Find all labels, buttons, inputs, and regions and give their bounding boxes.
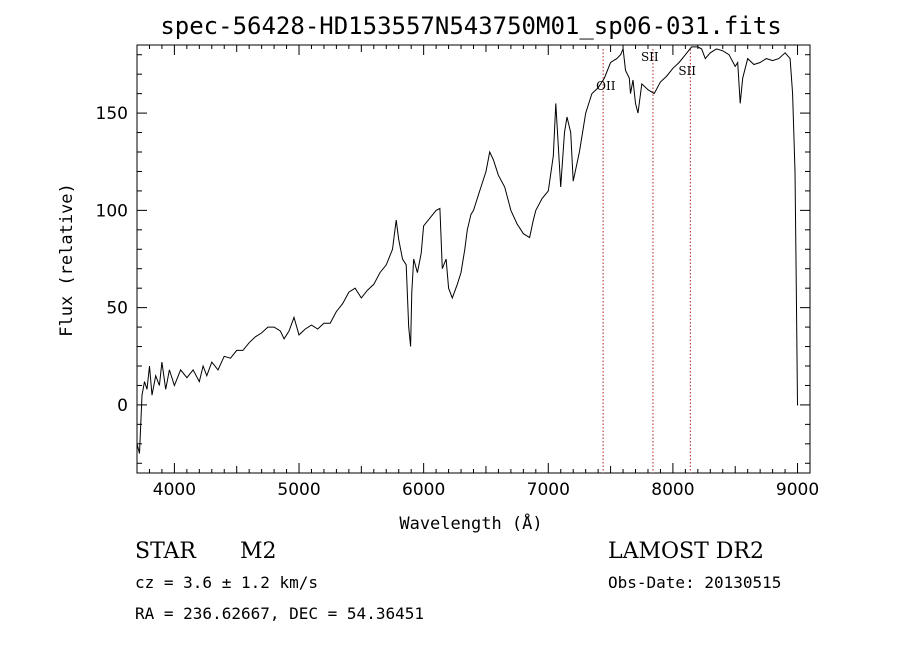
x-axis-ticks: 4000 5000 6000 7000 8000 9000 — [136, 45, 819, 500]
object-subclass: M2 — [240, 539, 277, 564]
y-tick-label: 100 — [96, 201, 128, 221]
y-axis-ticks: 0 50 100 150 — [96, 54, 810, 464]
y-axis-label: Flux (relative) — [57, 183, 77, 337]
x-tick-label: 9000 — [776, 480, 819, 500]
x-tick-label: 5000 — [277, 480, 320, 500]
footer-info: STAR M2 LAMOST DR2 cz = 3.6 ± 1.2 km/s O… — [135, 539, 781, 623]
y-tick-label: 50 — [106, 299, 128, 319]
x-tick-label: 4000 — [153, 480, 196, 500]
line-marker-label-2: SII — [678, 64, 696, 78]
coordinates: RA = 236.62667, DEC = 54.36451 — [135, 604, 424, 623]
y-tick-label: 0 — [117, 396, 128, 416]
y-tick-label: 150 — [96, 104, 128, 124]
line-marker-label-1: SII — [641, 50, 659, 64]
x-axis-label: Wavelength (Å) — [399, 512, 542, 534]
x-tick-label: 8000 — [651, 480, 694, 500]
x-tick-label: 7000 — [527, 480, 570, 500]
chart-title: spec-56428-HD153557N543750M01_sp06-031.f… — [160, 12, 781, 40]
observation-date: Obs-Date: 20130515 — [608, 573, 781, 592]
object-class: STAR — [135, 539, 197, 564]
redshift-cz: cz = 3.6 ± 1.2 km/s — [135, 573, 318, 592]
spectrum-line — [136, 46, 799, 454]
x-tick-label: 6000 — [402, 480, 445, 500]
survey-name: LAMOST DR2 — [608, 539, 764, 564]
plot-frame — [136, 44, 811, 474]
